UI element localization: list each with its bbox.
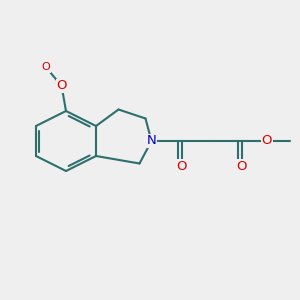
Text: O: O bbox=[236, 160, 247, 173]
Text: O: O bbox=[41, 62, 50, 72]
Text: O: O bbox=[176, 160, 187, 173]
Text: O: O bbox=[56, 80, 67, 92]
Text: O: O bbox=[262, 134, 272, 148]
Text: N: N bbox=[147, 134, 156, 148]
